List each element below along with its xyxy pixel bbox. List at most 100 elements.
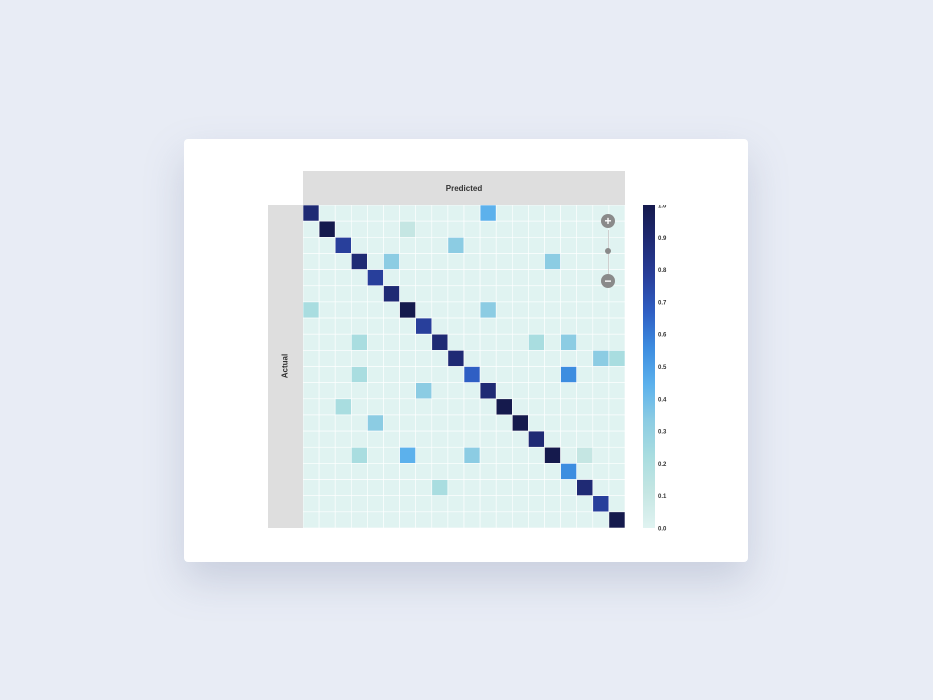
heatmap-cell[interactable] (576, 495, 594, 513)
heatmap-cell[interactable] (431, 317, 449, 335)
heatmap-cell[interactable] (495, 446, 513, 464)
heatmap-cell[interactable] (431, 414, 449, 432)
heatmap-cell[interactable] (528, 350, 545, 367)
heatmap-cell[interactable] (303, 430, 320, 448)
heatmap-cell[interactable] (415, 269, 433, 287)
heatmap-cell[interactable] (334, 269, 352, 287)
heatmap-cell[interactable] (495, 236, 513, 254)
heatmap-cell[interactable] (560, 350, 578, 367)
heatmap-cell[interactable] (512, 398, 529, 416)
heatmap-cell[interactable] (367, 333, 384, 351)
heatmap-cell[interactable] (495, 301, 513, 319)
heatmap-cell[interactable] (334, 382, 352, 400)
heatmap-cell[interactable] (479, 366, 497, 383)
heatmap-cell[interactable] (560, 317, 578, 335)
heatmap-cell[interactable] (512, 269, 529, 287)
heatmap-cell[interactable] (592, 446, 610, 464)
heatmap-cell[interactable] (495, 382, 513, 400)
heatmap-cell[interactable] (479, 317, 497, 335)
heatmap-cell[interactable] (399, 269, 416, 287)
heatmap-cell[interactable] (318, 463, 336, 480)
heatmap-cell[interactable] (608, 350, 625, 367)
heatmap-cell[interactable] (367, 285, 384, 303)
heatmap-cell[interactable] (592, 301, 610, 319)
heatmap-cell[interactable] (528, 285, 545, 303)
heatmap-cell[interactable] (544, 253, 561, 270)
heatmap-cell[interactable] (463, 236, 481, 254)
heatmap-cell[interactable] (512, 253, 529, 270)
heatmap-cell[interactable] (528, 398, 545, 416)
heatmap-cell[interactable] (334, 495, 352, 513)
heatmap-cell[interactable] (560, 269, 578, 287)
heatmap-cell[interactable] (399, 236, 416, 254)
heatmap-cell[interactable] (512, 366, 529, 383)
heatmap-cell[interactable] (528, 463, 545, 480)
heatmap-cell[interactable] (495, 220, 513, 238)
heatmap-cell[interactable] (350, 430, 368, 448)
heatmap-cell[interactable] (431, 220, 449, 238)
heatmap-cell[interactable] (463, 350, 481, 367)
heatmap-cell[interactable] (383, 463, 400, 480)
heatmap-cell[interactable] (463, 430, 481, 448)
heatmap-cell[interactable] (560, 366, 578, 383)
heatmap-cell[interactable] (367, 463, 384, 480)
heatmap-cell[interactable] (415, 366, 433, 383)
heatmap-cell[interactable] (544, 333, 561, 351)
heatmap-cell[interactable] (383, 333, 400, 351)
heatmap-cell[interactable] (463, 205, 481, 222)
heatmap-cell[interactable] (447, 495, 465, 513)
heatmap-cell[interactable] (367, 253, 384, 270)
heatmap-cell[interactable] (303, 463, 320, 480)
heatmap-cell[interactable] (463, 253, 481, 270)
heatmap-cell[interactable] (560, 382, 578, 400)
heatmap-cell[interactable] (592, 495, 610, 513)
heatmap-cell[interactable] (463, 317, 481, 335)
heatmap-cell[interactable] (512, 285, 529, 303)
heatmap-cell[interactable] (447, 398, 465, 416)
heatmap-cell[interactable] (318, 205, 336, 222)
zoom-in-button[interactable]: + (601, 214, 615, 228)
heatmap-cell[interactable] (560, 236, 578, 254)
heatmap-cell[interactable] (528, 479, 545, 496)
heatmap-cell[interactable] (608, 333, 625, 351)
heatmap-cell[interactable] (334, 463, 352, 480)
heatmap-cell[interactable] (431, 285, 449, 303)
heatmap-cell[interactable] (544, 479, 561, 496)
heatmap-cell[interactable] (576, 382, 594, 400)
heatmap-cell[interactable] (399, 220, 416, 238)
heatmap-cell[interactable] (415, 430, 433, 448)
heatmap-cell[interactable] (415, 220, 433, 238)
heatmap-cell[interactable] (350, 382, 368, 400)
heatmap-cell[interactable] (399, 350, 416, 367)
heatmap-cell[interactable] (512, 446, 529, 464)
heatmap-cell[interactable] (334, 366, 352, 383)
heatmap-cell[interactable] (350, 301, 368, 319)
heatmap-cell[interactable] (303, 333, 320, 351)
heatmap-cell[interactable] (576, 350, 594, 367)
heatmap-cell[interactable] (431, 253, 449, 270)
heatmap-cell[interactable] (479, 285, 497, 303)
heatmap-cell[interactable] (431, 366, 449, 383)
heatmap-cell[interactable] (544, 301, 561, 319)
heatmap-cell[interactable] (592, 382, 610, 400)
heatmap-cell[interactable] (495, 430, 513, 448)
heatmap-cell[interactable] (318, 317, 336, 335)
heatmap-cell[interactable] (415, 350, 433, 367)
heatmap-cell[interactable] (479, 479, 497, 496)
heatmap-cell[interactable] (512, 382, 529, 400)
heatmap-cell[interactable] (415, 236, 433, 254)
heatmap-cell[interactable] (495, 366, 513, 383)
heatmap-cell[interactable] (495, 414, 513, 432)
heatmap-cell[interactable] (399, 414, 416, 432)
heatmap-cell[interactable] (303, 446, 320, 464)
heatmap-cell[interactable] (576, 317, 594, 335)
heatmap-cell[interactable] (560, 301, 578, 319)
heatmap-cell[interactable] (415, 511, 433, 528)
heatmap-cell[interactable] (399, 285, 416, 303)
heatmap-cell[interactable] (608, 398, 625, 416)
heatmap-cell[interactable] (495, 333, 513, 351)
heatmap-cell[interactable] (334, 414, 352, 432)
heatmap-cell[interactable] (431, 205, 449, 222)
heatmap-cell[interactable] (576, 446, 594, 464)
heatmap-cell[interactable] (512, 463, 529, 480)
